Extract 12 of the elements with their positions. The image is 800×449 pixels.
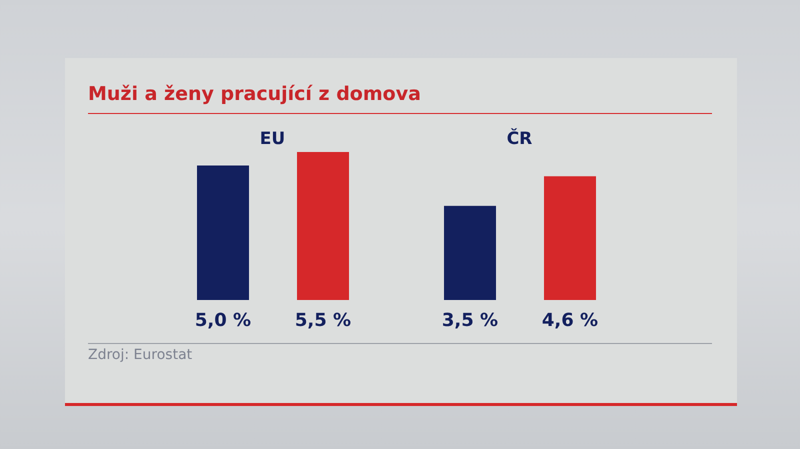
text: Zdroj: Eurostat xyxy=(88,347,192,363)
chart-title: Muži a ženy pracující z domova xyxy=(88,83,421,105)
x-tick-label: EU xyxy=(260,129,286,149)
bar xyxy=(544,176,596,300)
data-label: 5,0 % xyxy=(194,310,252,331)
x-tick-label: ČR xyxy=(506,128,532,149)
bar xyxy=(197,165,249,300)
bar xyxy=(297,152,349,300)
bar xyxy=(444,206,496,300)
data-label: 5,5 % xyxy=(294,310,352,331)
data-label: 4,6 % xyxy=(542,310,598,331)
data-label: 3,5 % xyxy=(442,310,498,331)
